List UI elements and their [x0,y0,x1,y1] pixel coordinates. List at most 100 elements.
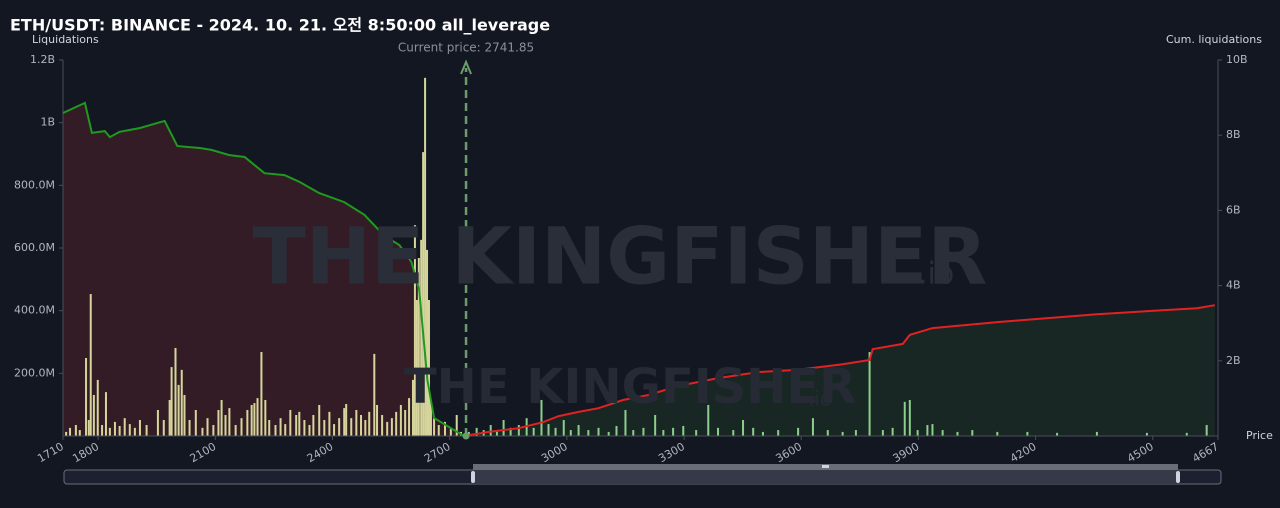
watermark-suffix: .io [918,257,954,292]
bar [101,425,104,436]
plot-area: 200.0M 400.0M 600.0M 800.0M 1B 1.2B 2B 4B 6B 8B 10… [14,41,1248,466]
bar [113,421,116,436]
bar [240,418,243,436]
bar [811,418,814,436]
bar [386,421,389,436]
bar [89,294,92,436]
bar [312,415,315,436]
bar [426,249,429,436]
bar [368,411,371,436]
y2-tick-label: 8B [1226,128,1241,141]
chart-title: ETH/USDT: BINANCE - 2024. 10. 21. 오전 8:5… [10,16,550,35]
x-tick-label: 2100 [188,440,219,465]
bar [931,424,934,436]
bar [92,394,95,436]
bar [274,425,277,436]
bar [399,404,402,436]
navigator-handle[interactable] [1176,471,1180,483]
bar [597,427,600,436]
bar [642,427,645,436]
navigator-grip[interactable] [822,465,829,468]
bar [411,379,414,436]
bar [298,411,301,436]
bar [234,425,237,436]
bar [404,409,407,436]
bar [333,424,336,436]
y-tick-label: 400.0M [14,304,55,317]
x-tick-label: 4500 [1125,440,1156,465]
bar [217,409,220,436]
bar [395,411,398,436]
bar [420,239,423,436]
x-tick-label: 1800 [70,440,101,465]
bar [554,427,557,436]
bar [761,431,764,436]
bar [355,409,358,436]
bar [517,425,520,436]
bar [224,415,227,436]
bar [343,408,346,436]
bar [220,399,223,436]
bar [695,430,698,436]
bar [752,427,755,436]
bar [422,152,425,436]
bar [264,399,267,436]
bar [212,425,215,436]
bar [345,404,348,436]
y-tick-label: 200.0M [14,366,55,379]
bar [777,430,780,436]
bar [253,403,256,436]
bar [308,425,311,436]
navigator-window[interactable] [473,470,1178,484]
bar [69,427,72,436]
navigator-handle[interactable] [471,471,475,483]
navigator[interactable] [63,464,1222,485]
watermark: THE KINGFISHER .io THE KINGFISHER .io [253,212,988,415]
bar [540,399,543,436]
y-axis-label: Liquidations [32,33,99,46]
y2-tick-label: 4B [1226,279,1241,292]
bar [427,300,430,436]
bar [916,430,919,436]
bar [303,420,306,436]
x-tick-label: 4667 [1190,440,1221,465]
bar [449,427,452,436]
bar [707,404,710,436]
bar [87,420,90,436]
bar [373,353,376,436]
bar [318,404,321,436]
bar [1185,432,1188,436]
y2-axis-label: Cum. liquidations [1166,33,1262,46]
bar [908,399,911,436]
watermark-text: THE KINGFISHER [253,212,988,302]
watermark-suffix: .io [808,387,832,411]
bar [941,430,944,436]
bar [250,404,253,436]
area-layer [63,102,1215,437]
bar [194,409,197,436]
bar [145,425,148,436]
bar [881,430,884,436]
bar [607,431,610,436]
bar [662,430,665,436]
current-price-arrow [460,59,472,75]
bar [170,367,173,436]
bar [323,420,326,436]
bar [118,425,121,436]
bar [201,427,204,436]
bar [1056,432,1059,436]
bar [376,404,379,436]
y2-tick-label: 10B [1226,53,1248,66]
bar [206,418,209,436]
bar [128,424,131,436]
bar [268,420,271,436]
bar [228,408,231,436]
bar [188,420,191,436]
x-tick-label: 2400 [305,440,336,465]
y-tick-label: 1.2B [30,53,55,66]
x-tick-label: 1710 [35,440,66,465]
bar [654,415,657,436]
bar [108,427,111,436]
bar [123,418,126,436]
bar [1026,431,1029,436]
